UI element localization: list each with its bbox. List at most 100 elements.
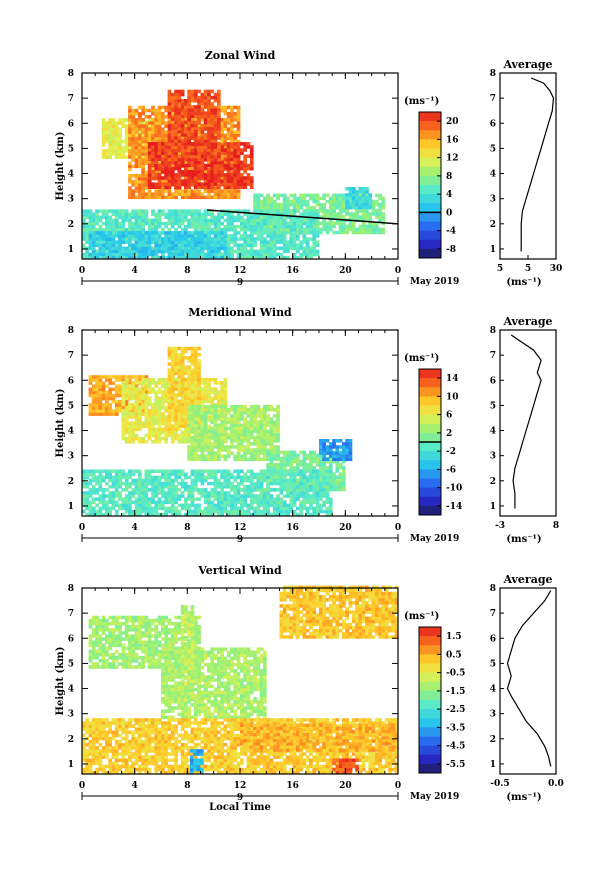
heatmap-cell bbox=[190, 240, 195, 244]
heatmap-cell bbox=[246, 442, 251, 446]
heatmap-cell bbox=[230, 224, 234, 229]
heatmap-cell bbox=[95, 393, 99, 398]
heatmap-cell bbox=[243, 142, 247, 146]
colorbar-tick-label: 20 bbox=[446, 117, 459, 127]
heatmap-cell bbox=[187, 445, 191, 449]
heatmap-cell bbox=[108, 152, 112, 156]
heatmap-cell bbox=[197, 442, 201, 446]
heatmap-cell bbox=[187, 396, 191, 400]
heatmap-cell bbox=[121, 240, 126, 244]
heatmap-cell bbox=[269, 417, 274, 421]
heatmap-cell bbox=[197, 195, 201, 200]
heatmap-cell bbox=[101, 249, 106, 254]
heatmap-cell bbox=[157, 189, 162, 193]
heatmap-cell bbox=[233, 420, 238, 424]
heatmap-cell bbox=[128, 240, 132, 244]
heatmap-cell bbox=[220, 237, 224, 241]
heatmap-cell bbox=[151, 127, 155, 131]
heatmap-cell bbox=[95, 209, 99, 213]
heatmap-cell bbox=[118, 209, 122, 213]
heatmap-cell bbox=[144, 240, 149, 244]
heatmap-cell bbox=[207, 120, 211, 125]
heatmap-cell bbox=[138, 424, 142, 428]
heatmap-cell bbox=[233, 166, 238, 171]
heatmap-cell bbox=[187, 368, 191, 372]
heatmap-cell bbox=[200, 234, 205, 238]
heatmap-cell bbox=[289, 199, 294, 204]
heatmap-cell bbox=[154, 121, 159, 125]
heatmap-cell bbox=[108, 375, 112, 379]
heatmap-cell bbox=[193, 404, 198, 409]
heatmap-cell bbox=[348, 196, 353, 200]
heatmap-cell bbox=[170, 121, 175, 125]
heatmap-cell bbox=[141, 152, 145, 156]
heatmap-cell bbox=[249, 246, 254, 251]
heatmap-cell bbox=[118, 127, 122, 131]
heatmap-cell bbox=[180, 368, 185, 372]
heatmap-cell bbox=[361, 215, 366, 219]
heatmap-cell bbox=[101, 375, 106, 379]
heatmap-cell bbox=[167, 173, 172, 177]
heatmap-cell bbox=[141, 378, 145, 382]
heatmap-cell bbox=[101, 143, 106, 147]
heatmap-cell bbox=[174, 89, 178, 94]
heatmap-cell bbox=[108, 146, 112, 150]
heatmap-cell bbox=[82, 237, 86, 241]
heatmap-cell bbox=[184, 170, 188, 174]
heatmap-cell bbox=[207, 176, 211, 180]
heatmap-cell bbox=[101, 384, 106, 388]
heatmap-cell bbox=[154, 212, 159, 216]
heatmap-cell bbox=[197, 255, 201, 260]
heatmap-cell bbox=[95, 403, 99, 407]
average-title: Average bbox=[502, 58, 552, 71]
heatmap-cell bbox=[230, 118, 234, 122]
average-y-tick-label: 3 bbox=[490, 195, 496, 205]
heatmap-cell bbox=[134, 149, 139, 153]
colorbar-tick-label: 8 bbox=[446, 172, 452, 182]
heatmap-cell bbox=[151, 421, 155, 425]
heatmap-cell bbox=[167, 356, 172, 360]
heatmap-cell bbox=[128, 234, 132, 238]
heatmap-cell bbox=[299, 246, 303, 251]
heatmap-cell bbox=[193, 139, 198, 143]
heatmap-cell bbox=[184, 145, 188, 149]
heatmap-cell bbox=[180, 365, 185, 369]
heatmap-cell bbox=[299, 224, 303, 229]
heatmap-cell bbox=[358, 205, 363, 210]
heatmap-cell bbox=[111, 400, 116, 404]
heatmap-cell bbox=[190, 420, 195, 424]
heatmap-cell bbox=[174, 218, 178, 223]
heatmap-cell bbox=[226, 166, 231, 171]
heatmap-cell bbox=[111, 237, 116, 241]
heatmap-cell bbox=[147, 189, 152, 193]
y-tick-label: 8 bbox=[68, 69, 74, 79]
heatmap-cell bbox=[240, 179, 244, 183]
heatmap-cell bbox=[128, 142, 132, 147]
heatmap-cell bbox=[276, 224, 280, 229]
heatmap-cell bbox=[177, 362, 182, 366]
heatmap-cell bbox=[114, 139, 119, 144]
heatmap-cell bbox=[177, 102, 182, 106]
heatmap-cell bbox=[223, 396, 228, 401]
heatmap-cell bbox=[371, 212, 376, 216]
heatmap-cell bbox=[131, 111, 136, 116]
heatmap-cell bbox=[269, 243, 274, 247]
heatmap-cell bbox=[190, 362, 195, 366]
heatmap-cell bbox=[309, 231, 313, 235]
heatmap-cell bbox=[134, 209, 139, 213]
heatmap-cell bbox=[108, 403, 112, 407]
heatmap-cell bbox=[180, 99, 185, 103]
heatmap-cell bbox=[170, 427, 175, 432]
heatmap-cell bbox=[124, 390, 129, 394]
heatmap-cell bbox=[184, 212, 188, 216]
heatmap-cell bbox=[167, 176, 172, 180]
heatmap-cell bbox=[180, 349, 185, 354]
heatmap-cell bbox=[197, 432, 201, 437]
heatmap-cell bbox=[200, 417, 205, 421]
heatmap-cell bbox=[131, 412, 136, 416]
heatmap-cell bbox=[256, 414, 261, 418]
heatmap-cell bbox=[378, 209, 382, 213]
heatmap-cell bbox=[210, 243, 215, 247]
heatmap-cell bbox=[98, 412, 103, 416]
heatmap-cell bbox=[243, 451, 247, 455]
